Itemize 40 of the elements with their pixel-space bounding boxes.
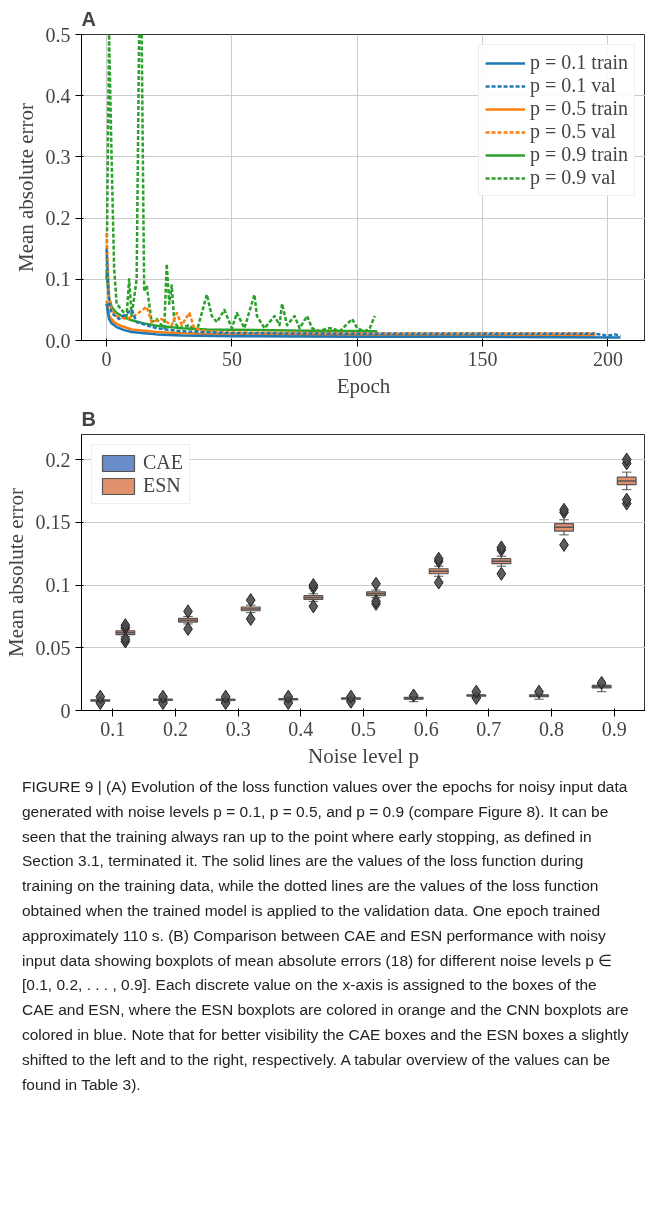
x-tick-label: 0.7 — [476, 717, 502, 740]
chart-title: B — [81, 407, 96, 430]
y-tick-label: 0.5 — [45, 23, 71, 46]
y-tick-label: 0.1 — [45, 268, 71, 291]
x-tick-label: 150 — [467, 347, 498, 370]
y-tick-label: 0.05 — [35, 636, 71, 659]
y-tick-label: 0.4 — [45, 84, 71, 107]
y-axis-title: Mean absolute error — [3, 487, 28, 658]
legend-label: p = 0.1 train — [530, 51, 628, 74]
y-axis-title: Mean absolute error — [13, 102, 38, 273]
x-tick-label: 0.6 — [413, 717, 439, 740]
y-tick-label: 0 — [60, 699, 71, 722]
x-tick-label: 0.5 — [351, 717, 376, 740]
chart-title: A — [81, 7, 96, 30]
legend-label: p = 0.1 val — [530, 74, 616, 97]
legend-label: p = 0.5 train — [530, 97, 628, 120]
x-tick-label: 0.3 — [225, 717, 251, 740]
legend-label: ESN — [143, 474, 181, 497]
legend-label: p = 0.9 val — [530, 166, 616, 189]
legend-label: p = 0.9 train — [530, 143, 628, 166]
x-tick-label: 200 — [592, 347, 623, 370]
x-tick-label: 0.1 — [100, 717, 126, 740]
x-tick-label: 0.9 — [601, 717, 627, 740]
x-axis-title: Noise level p — [308, 743, 419, 768]
legend-label: CAE — [143, 451, 183, 474]
x-tick-label: 50 — [221, 347, 242, 370]
legend-label: p = 0.5 val — [530, 120, 616, 143]
x-tick-label: 100 — [342, 347, 373, 370]
y-tick-label: 0.0 — [45, 329, 71, 352]
text: FIGURE 9 | (A) Evolution of the loss function values over the epochs for noisy input data generated with noise levels p = 0.1, p = 0.5, and p = 0.9 (compare Figure 8). It can be seen that the training always ran up to the point where early stopping, as defined in Section 3.1, terminated it. The solid lines are the values of the loss function during training on the training data, while the dotted lines are the values of the loss function obtained when the trained model is applied to the validation data. One epoch trained approximately 110 s. (B) Comparison between CAE and ESN performance with noisy input data showing boxplots of mean absolute errors (18) for different noise levels p ∈ [0.1, 0.2, . . . , 0.9]. Each discrete value on the x-axis is assigned to the boxes of the CAE and ESN, where the ESN boxplots are colored in orange and the CNN boxplots are colored in blue. Note that for better visibility the CAE boxes and the ESN boxes a slightly shifted to the left and to the right, respectively. A tabular overview of the values can be found in Table 3). — [22, 778, 629, 1093]
y-tick-label: 0.2 — [45, 207, 71, 230]
x-axis-title: Epoch — [336, 373, 391, 398]
y-tick-label: 0.3 — [45, 145, 71, 168]
y-tick-label: 0.2 — [45, 448, 71, 471]
x-tick-label: 0.8 — [539, 717, 564, 740]
y-tick-label: 0.1 — [45, 574, 71, 597]
x-tick-label: 0.4 — [288, 717, 314, 740]
y-tick-label: 0.15 — [35, 511, 71, 534]
x-tick-label: 0.2 — [163, 717, 188, 740]
x-tick-label: 0 — [101, 347, 112, 370]
